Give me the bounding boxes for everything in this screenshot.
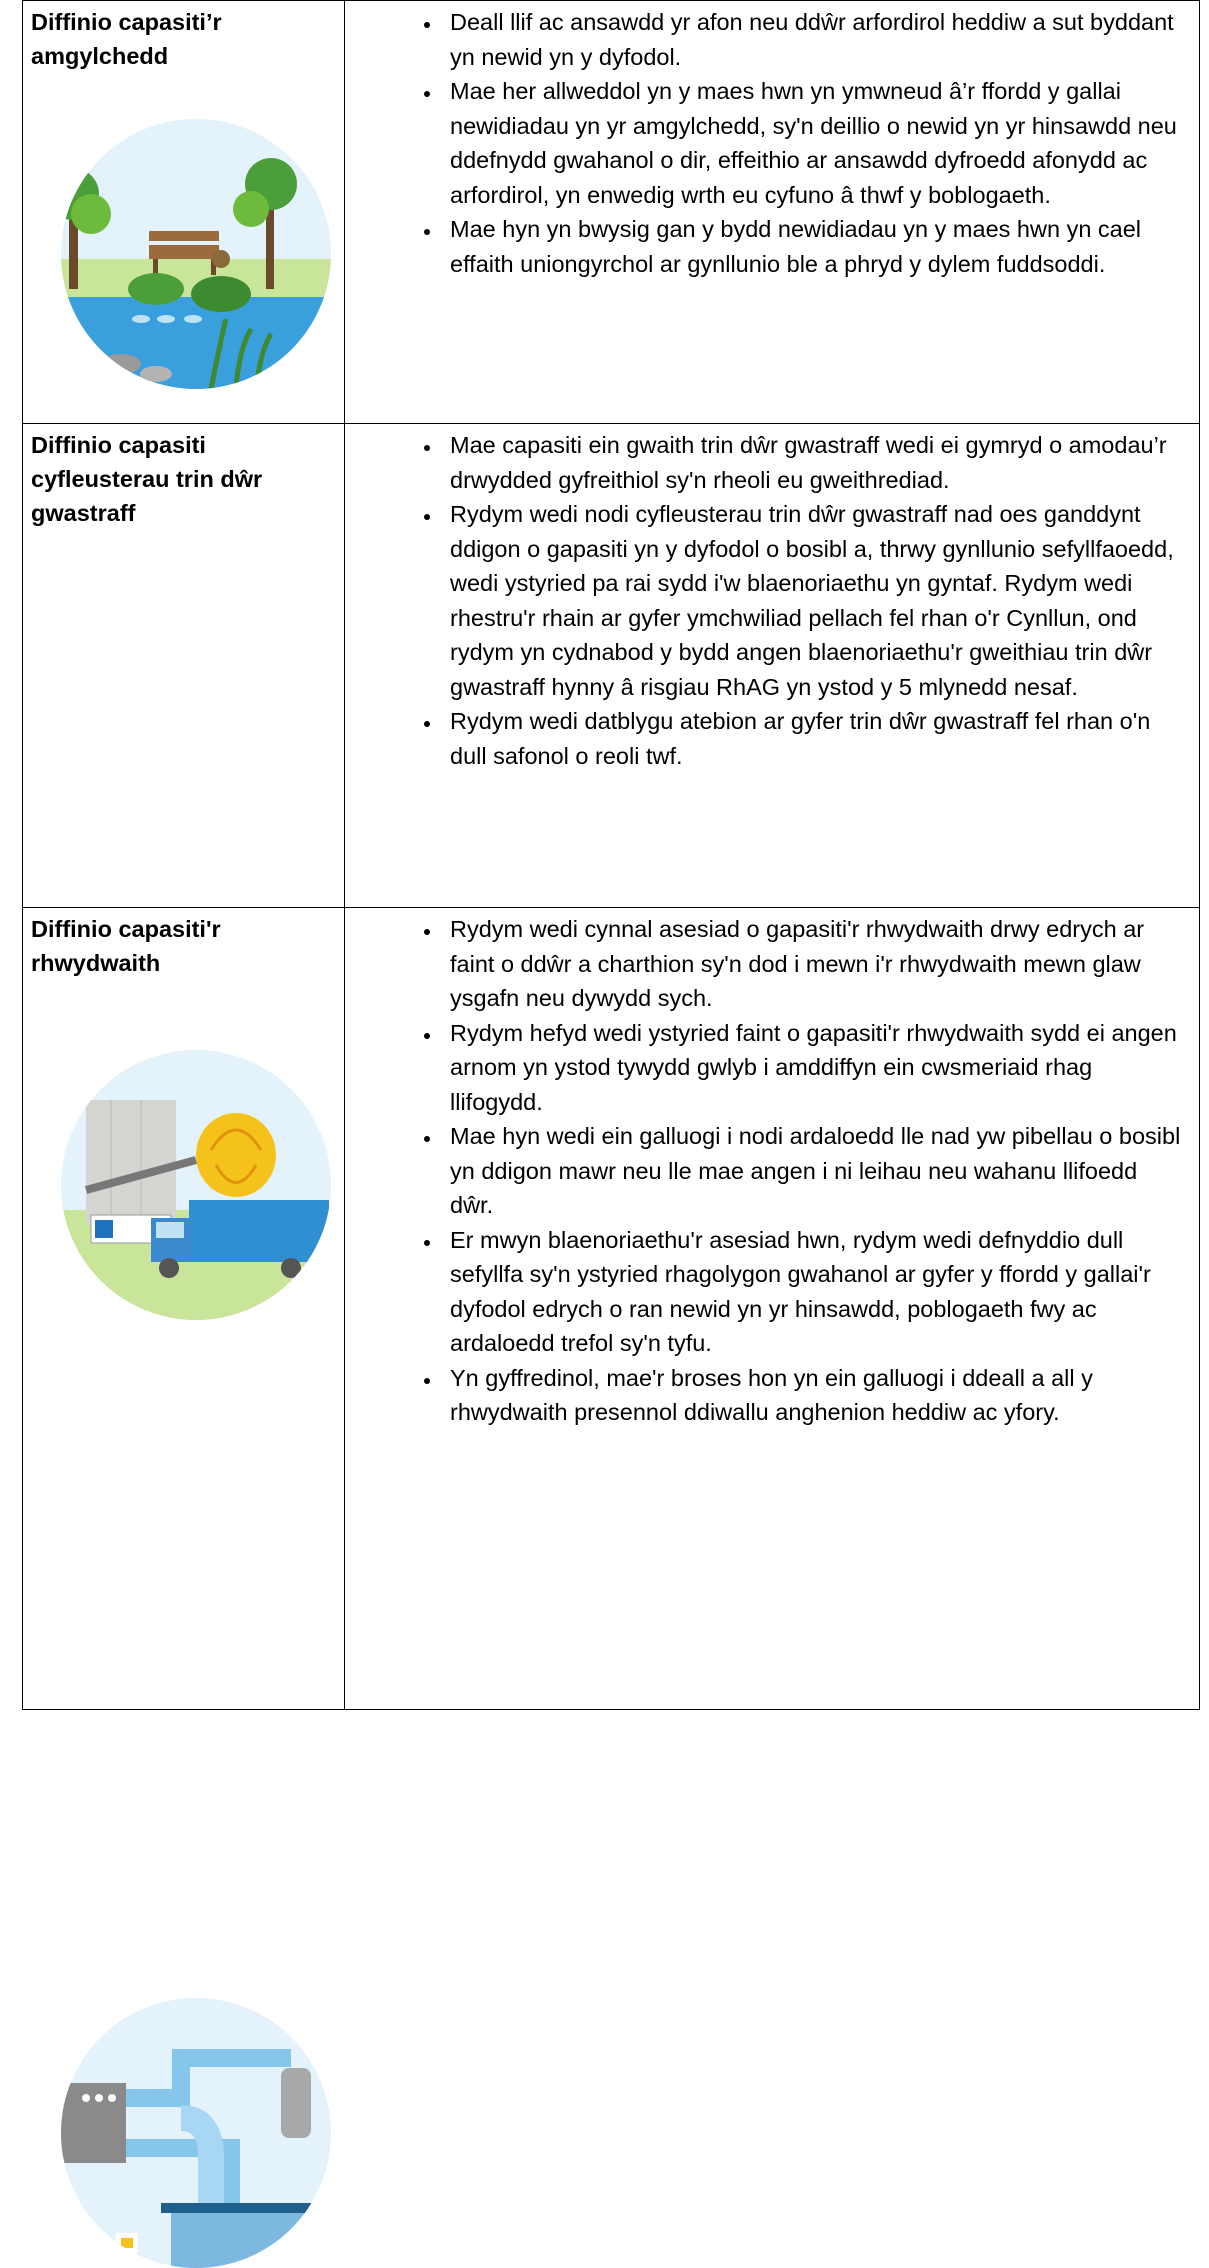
bullet-item: Mae hyn yn bwysig gan y bydd newidiadau … bbox=[442, 212, 1185, 281]
bullet-item: Rydym wedi nodi cyfleusterau trin dŵr gw… bbox=[442, 497, 1185, 704]
row-heading: Diffinio capasiti’r amgylchedd bbox=[31, 9, 222, 69]
bullet-item: Mae hyn wedi ein galluogi i nodi ardaloe… bbox=[442, 1119, 1185, 1223]
illustration bbox=[61, 119, 331, 389]
page: {"table": {"rows": [ {"heading": "Diffin… bbox=[0, 0, 1209, 1711]
bullets-cell: Rydym wedi cynnal asesiad o gapasiti'r r… bbox=[344, 907, 1200, 1710]
heading-cell: Diffinio capasiti cyfleusterau trin dŵr … bbox=[22, 423, 345, 1320]
bullet-list: Rydym wedi cynnal asesiad o gapasiti'r r… bbox=[345, 908, 1199, 1430]
illustration bbox=[61, 1998, 331, 2268]
bullet-item: Mae capasiti ein gwaith trin dŵr gwastra… bbox=[442, 428, 1185, 497]
table-row: Diffinio capasiti’r amgylchedd Deall lli… bbox=[22, 0, 1200, 424]
row-heading: Diffinio capasiti'r rhwydwaith bbox=[31, 916, 221, 976]
bullet-item: Deall llif ac ansawdd yr afon neu ddŵr a… bbox=[442, 5, 1185, 74]
table-row: Diffinio capasiti cyfleusterau trin dŵr … bbox=[22, 423, 1200, 1320]
bullet-item: Rydym wedi cynnal asesiad o gapasiti'r r… bbox=[442, 912, 1185, 1016]
bullet-item: Rydym wedi datblygu atebion ar gyfer tri… bbox=[442, 704, 1185, 773]
bullet-item: Yn gyffredinol, mae'r broses hon yn ein … bbox=[442, 1361, 1185, 1430]
table-row: Diffinio capasiti'r rhwydwaith Rydym wed… bbox=[22, 907, 1200, 2268]
heading-cell: Diffinio capasiti’r amgylchedd bbox=[22, 0, 345, 424]
heading-cell: Diffinio capasiti'r rhwydwaith bbox=[22, 907, 345, 2268]
row-heading: Diffinio capasiti cyfleusterau trin dŵr … bbox=[31, 432, 263, 526]
capacity-table: Diffinio capasiti’r amgylchedd Deall lli… bbox=[22, 0, 1200, 2268]
bullet-item: Mae her allweddol yn y maes hwn yn ymwne… bbox=[442, 74, 1185, 212]
bullets-cell: Deall llif ac ansawdd yr afon neu ddŵr a… bbox=[344, 0, 1200, 424]
bullet-item: Er mwyn blaenoriaethu'r asesiad hwn, ryd… bbox=[442, 1223, 1185, 1361]
bullet-list: Mae capasiti ein gwaith trin dŵr gwastra… bbox=[345, 424, 1199, 773]
bullet-item: Rydym hefyd wedi ystyried faint o gapasi… bbox=[442, 1016, 1185, 1120]
bullets-cell: Mae capasiti ein gwaith trin dŵr gwastra… bbox=[344, 423, 1200, 908]
bullet-list: Deall llif ac ansawdd yr afon neu ddŵr a… bbox=[345, 1, 1199, 281]
